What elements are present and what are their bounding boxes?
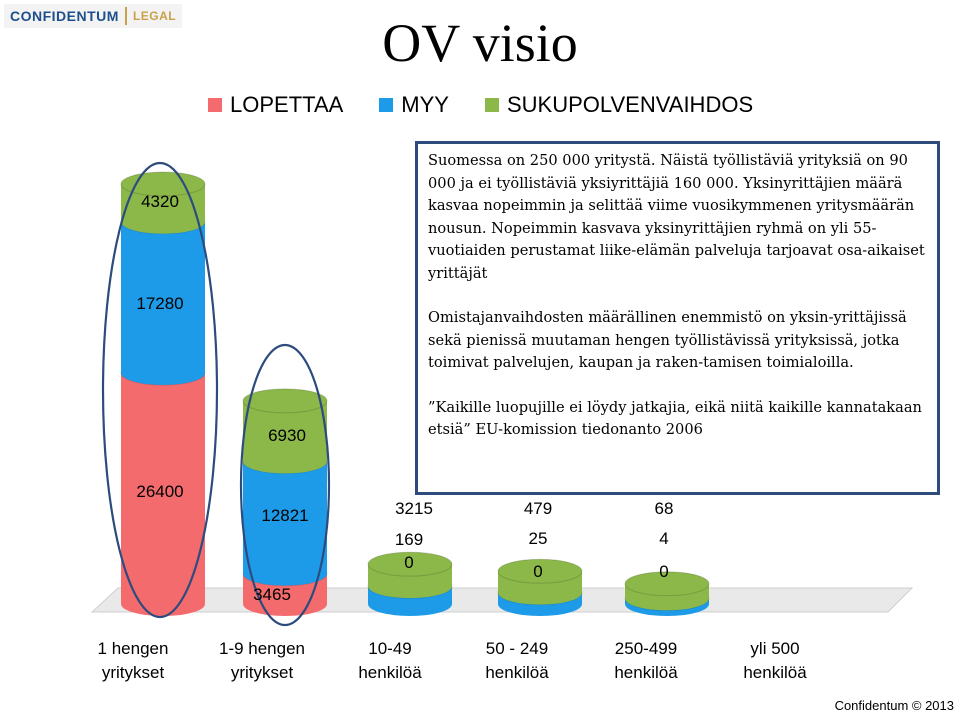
value-label-cat1-series2: 6930 bbox=[268, 426, 306, 445]
value-label-cat1-series1: 12821 bbox=[261, 506, 308, 525]
value-label-cat2-series2: 3215 bbox=[395, 499, 433, 518]
value-label-cat2-series1: 169 bbox=[395, 530, 423, 549]
legend-label-sukupolvenvaihdos: SUKUPOLVENVAIHDOS bbox=[506, 92, 754, 117]
logo-sub-text: LEGAL bbox=[132, 9, 177, 23]
value-label-cat0-series0: 26400 bbox=[136, 482, 183, 501]
category-label-4-line1: henkilöä bbox=[614, 663, 678, 682]
legend-item-sukupolvenvaihdos: SUKUPOLVENVAIHDOS bbox=[484, 92, 754, 118]
bar-segment-cat0-sukupolvenvaihdos bbox=[120, 171, 206, 234]
logo-separator bbox=[124, 7, 127, 25]
info-text-box: Suomessa on 250 000 yritystä. Näistä työ… bbox=[415, 141, 940, 495]
bar-segment-cat4-sukupolvenvaihdos bbox=[624, 571, 710, 611]
category-label-4-line0: 250-499 bbox=[615, 639, 677, 658]
info-paragraph-3: ”Kaikille luopujille ei löydy jatkajia, … bbox=[428, 398, 922, 439]
bar-segment-cat3-sukupolvenvaihdos bbox=[497, 558, 583, 605]
info-paragraph-2: Omistajanvaihdosten määrällinen enemmist… bbox=[428, 309, 907, 371]
category-label-2-line0: 10-49 bbox=[368, 639, 411, 658]
category-label-5-line1: henkilöä bbox=[743, 663, 807, 682]
category-label-1-line0: 1-9 hengen bbox=[219, 639, 305, 658]
value-label-cat0-series1: 17280 bbox=[136, 294, 183, 313]
category-label-5-line0: yli 500 bbox=[750, 639, 799, 658]
value-label-cat3-series0: 0 bbox=[533, 562, 542, 581]
value-label-cat3-series1: 25 bbox=[529, 529, 548, 548]
footer-copyright: Confidentum © 2013 bbox=[834, 698, 954, 713]
highlight-ellipse-cat0 bbox=[101, 161, 219, 619]
info-paragraph-1: Suomessa on 250 000 yritystä. Näistä työ… bbox=[428, 152, 925, 282]
category-label-1-line1: yritykset bbox=[231, 663, 294, 682]
company-logo: CONFIDENTUM LEGAL bbox=[4, 4, 183, 28]
value-label-cat0-series2: 4320 bbox=[141, 192, 179, 211]
value-label-cat3-series2: 479 bbox=[524, 499, 552, 518]
chart-legend: LOPETTAA MYY SUKUPOLVENVAIHDOS bbox=[208, 92, 789, 118]
legend-item-myy: MYY bbox=[379, 92, 449, 118]
legend-swatch-lopettaa bbox=[208, 98, 222, 112]
value-label-cat4-series0: 0 bbox=[659, 562, 668, 581]
category-label-0-line0: 1 hengen bbox=[98, 639, 169, 658]
category-label-3-line1: henkilöä bbox=[485, 663, 549, 682]
category-label-2-line1: henkilöä bbox=[358, 663, 422, 682]
value-label-cat2-series0: 0 bbox=[404, 553, 413, 572]
category-label-3-line0: 50 - 249 bbox=[486, 639, 548, 658]
value-label-cat4-series1: 4 bbox=[659, 529, 668, 548]
legend-label-myy: MYY bbox=[401, 92, 449, 117]
legend-swatch-myy bbox=[379, 98, 394, 112]
category-label-0-line1: yritykset bbox=[102, 663, 165, 682]
bar-segment-cat2-sukupolvenvaihdos bbox=[367, 551, 453, 599]
bar-segment-cat1-sukupolvenvaihdos bbox=[242, 388, 328, 474]
slide-title: OV visio bbox=[382, 13, 578, 73]
value-label-cat4-series2: 68 bbox=[655, 499, 674, 518]
logo-main-text: CONFIDENTUM bbox=[10, 8, 119, 24]
legend-label-lopettaa: LOPETTAA bbox=[230, 92, 344, 117]
highlight-ellipse-cat1 bbox=[239, 343, 331, 627]
legend-item-lopettaa: LOPETTAA bbox=[208, 92, 343, 118]
legend-swatch-sukupolvenvaihdos bbox=[484, 98, 499, 112]
value-label-cat1-series0: 3465 bbox=[253, 585, 291, 604]
